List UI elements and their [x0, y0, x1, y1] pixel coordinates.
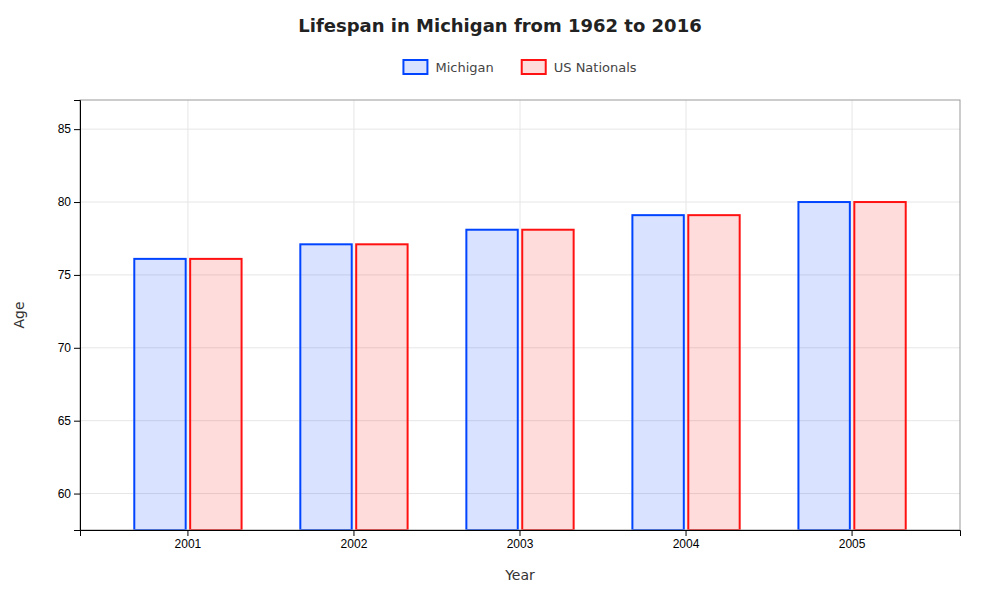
- tick: 2003: [507, 530, 534, 551]
- bars: [134, 202, 905, 530]
- axis-line: [81, 531, 961, 537]
- legend-item: Michigan: [403, 60, 493, 75]
- axis-line: [74, 101, 81, 531]
- tick-label: 2004: [673, 537, 700, 551]
- bar: [854, 202, 905, 530]
- grid-line: [187, 100, 188, 530]
- tick-mark: [74, 275, 80, 276]
- tick-mark: [74, 348, 80, 349]
- bar-series: [190, 202, 906, 530]
- bar: [356, 244, 407, 530]
- legend-label: US Nationals: [554, 60, 637, 75]
- tick-mark: [187, 530, 188, 536]
- tick: 65: [58, 414, 80, 428]
- x-axis: 2001 2002 2003 2004 2005: [81, 530, 961, 551]
- legend-item: US Nationals: [522, 60, 637, 75]
- tick: 2001: [175, 530, 202, 551]
- tick-label: 2003: [507, 537, 534, 551]
- bar: [134, 259, 185, 530]
- bar: [300, 244, 351, 530]
- bar-series: [134, 202, 850, 530]
- tick-label: 2005: [839, 537, 866, 551]
- y-axis: 60 65 70 75 80 85: [58, 101, 81, 531]
- legend-swatch: [403, 60, 427, 74]
- y-axis-title: Age: [11, 301, 27, 328]
- tick-label: 85: [58, 122, 72, 136]
- bar: [190, 259, 241, 530]
- x-axis-title: Year: [504, 567, 535, 583]
- tick: 85: [58, 122, 80, 136]
- tick-label: 60: [58, 487, 72, 501]
- plot: 60 65 70 75 80 85 2001 2002 2003 2004 2005: [58, 100, 961, 551]
- tick: 2004: [673, 530, 700, 551]
- legend-label: Michigan: [435, 60, 493, 75]
- tick-mark: [74, 202, 80, 203]
- bar: [632, 215, 683, 530]
- tick-mark: [686, 530, 687, 536]
- plot-frame: [80, 100, 960, 530]
- legend-swatch: [522, 60, 546, 74]
- tick-label: 70: [58, 341, 72, 355]
- bar: [522, 230, 573, 530]
- grid: [80, 100, 960, 530]
- tick-mark: [74, 129, 80, 130]
- tick-mark: [74, 494, 80, 495]
- grid-line: [852, 100, 853, 530]
- grid-line: [520, 100, 521, 530]
- chart: 60 65 70 75 80 85 2001 2002 2003 2004 2005 Year Age L…: [0, 0, 1000, 600]
- tick-label: 2002: [341, 537, 368, 551]
- title: Lifespan in Michigan from 1962 to 2016: [298, 15, 701, 36]
- bar: [688, 215, 739, 530]
- grid-line: [686, 100, 687, 530]
- legend: Michigan US Nationals: [403, 60, 636, 75]
- tick: 2002: [341, 530, 368, 551]
- tick-mark: [520, 530, 521, 536]
- tick-label: 75: [58, 268, 72, 282]
- tick-label: 80: [58, 195, 72, 209]
- tick-mark: [353, 530, 354, 536]
- tick: 70: [58, 341, 80, 355]
- tick-label: 65: [58, 414, 72, 428]
- tick: 75: [58, 268, 80, 282]
- tick-label: 2001: [175, 537, 202, 551]
- tick: 80: [58, 195, 80, 209]
- tick-mark: [852, 530, 853, 536]
- tick: 2005: [839, 530, 866, 551]
- grid-line: [353, 100, 354, 530]
- tick-mark: [74, 421, 80, 422]
- tick: 60: [58, 487, 80, 501]
- bar: [466, 230, 517, 530]
- bar: [798, 202, 849, 530]
